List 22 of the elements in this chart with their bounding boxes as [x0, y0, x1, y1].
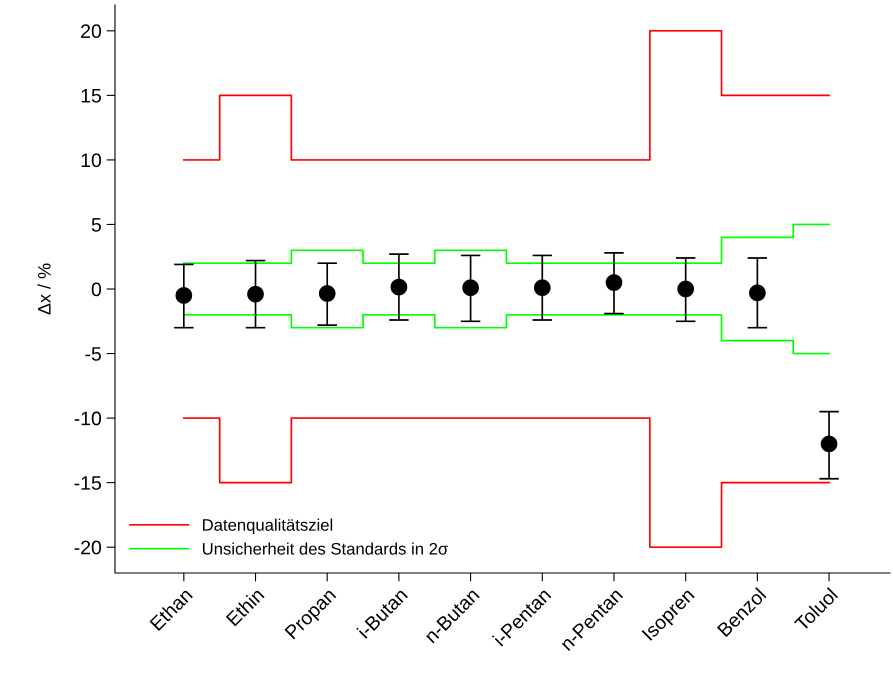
- legend-label: Datenqualitätsziel: [203, 518, 332, 534]
- y-tick-label: 10: [82, 153, 102, 168]
- y-tick-label: 0: [92, 282, 102, 296]
- point: [247, 286, 264, 302]
- legend-label: Unsicherheit des Standards in 2σ: [202, 542, 448, 555]
- y-tick-label: 15: [82, 89, 101, 103]
- y-tick-label: -15: [74, 476, 101, 490]
- y-tick-label: -5: [85, 347, 101, 361]
- point: [318, 285, 336, 302]
- y-tick-label: -10: [74, 412, 102, 426]
- y-tick-label: 5: [92, 218, 101, 232]
- point: [606, 274, 622, 291]
- point: [462, 279, 479, 296]
- y-tick-label: 20: [81, 24, 102, 38]
- point: [820, 436, 838, 452]
- y-axis-title: Δx / %: [37, 264, 51, 315]
- point: [175, 287, 192, 304]
- point: [749, 284, 766, 302]
- point: [390, 278, 408, 296]
- point: [534, 279, 551, 296]
- y-tick-label: -20: [74, 540, 102, 554]
- point: [677, 280, 694, 298]
